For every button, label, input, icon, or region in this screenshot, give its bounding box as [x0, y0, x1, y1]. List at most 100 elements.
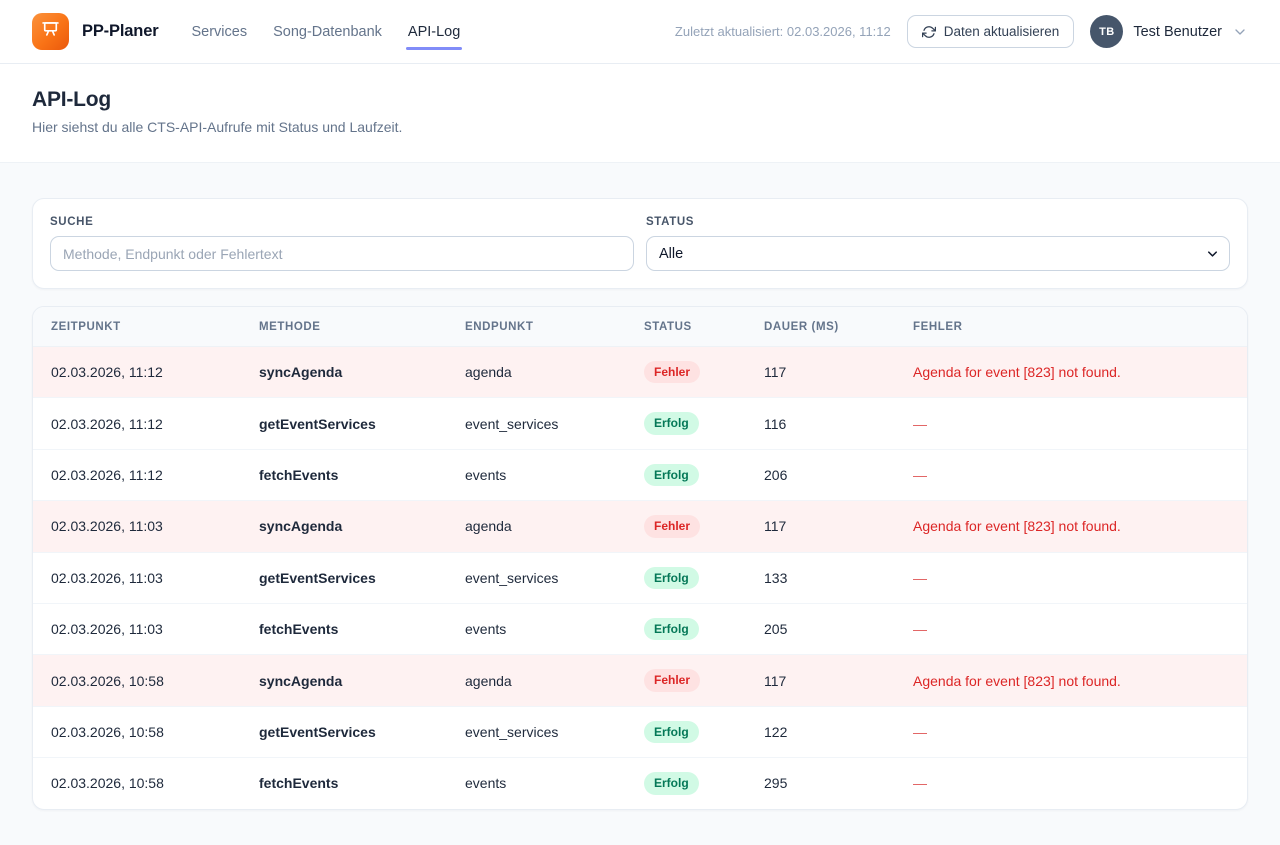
cell-status: Erfolg — [626, 602, 746, 655]
chevron-down-icon — [1232, 24, 1248, 40]
table-row: 02.03.2026, 11:03 fetchEvents events Erfolg… — [33, 602, 1247, 655]
cell-status: Erfolg — [626, 397, 746, 450]
search-field-group: SUCHE — [50, 216, 634, 271]
cell-status: Fehler — [626, 347, 746, 398]
cell-fehler: — — [895, 705, 1247, 758]
cell-fehler: — — [895, 757, 1247, 809]
main-nav: Services Song-Datenbank API-Log — [191, 23, 463, 50]
table-row: 02.03.2026, 10:58 fetchEvents events Erfolg… — [33, 757, 1247, 809]
brand-name: PP-Planer — [82, 22, 159, 40]
column-header-endpunkt: ENDPUNKT — [447, 307, 626, 347]
search-input[interactable] — [50, 236, 634, 271]
cell-dauer: 205 — [746, 602, 895, 655]
refresh-icon — [921, 25, 936, 39]
table-row: 02.03.2026, 10:58 getEventServices event_s… — [33, 705, 1247, 758]
cell-zeitpunkt: 02.03.2026, 11:03 — [33, 500, 241, 553]
status-select[interactable]: Alle — [646, 236, 1230, 271]
cell-status: Erfolg — [626, 705, 746, 758]
column-header-zeitpunkt: ZEITPUNKT — [33, 307, 241, 347]
log-table-body: 02.03.2026, 11:12 syncAgenda agenda Fehler 1… — [33, 346, 1247, 809]
search-label: SUCHE — [50, 216, 94, 228]
main-content: SUCHE STATUS Alle ZEITPUNKT M — [0, 163, 1280, 845]
cell-endpunkt: events — [447, 602, 626, 655]
topbar: PP-Planer Services Song-Datenbank API-Lo… — [0, 0, 1280, 64]
cell-dauer: 122 — [746, 705, 895, 758]
cell-dauer: 206 — [746, 448, 895, 501]
user-name: Test Benutzer — [1133, 23, 1222, 40]
status-label: STATUS — [646, 216, 695, 228]
app-logo — [32, 13, 69, 50]
table-row: 02.03.2026, 11:12 syncAgenda agenda Fehler 1… — [33, 346, 1247, 398]
cell-fehler: — — [895, 397, 1247, 450]
cell-methode: syncAgenda — [241, 654, 447, 707]
table-row: 02.03.2026, 10:58 syncAgenda agenda Fehler 1… — [33, 654, 1247, 707]
cell-zeitpunkt: 02.03.2026, 10:58 — [33, 654, 241, 707]
cell-dauer: 117 — [764, 364, 787, 381]
cell-zeitpunkt: 02.03.2026, 11:03 — [33, 602, 241, 655]
cell-endpunkt: agenda — [465, 364, 512, 381]
cell-dauer: 295 — [746, 757, 895, 809]
cell-fehler: Agenda for event [823] not found. — [895, 500, 1247, 553]
api-log-table: ZEITPUNKT METHODE ENDPUNKT STATUS DAUER … — [33, 307, 1247, 809]
cell-methode: getEventServices — [241, 551, 447, 604]
cell-dauer: 133 — [746, 551, 895, 604]
cell-methode: getEventServices — [241, 705, 447, 758]
cell-endpunkt: event_services — [447, 397, 626, 450]
cell-methode: syncAgenda — [241, 500, 447, 553]
cell-status: Fehler — [626, 500, 746, 553]
column-header-status: STATUS — [626, 307, 746, 347]
avatar: TB — [1090, 15, 1124, 48]
nav-item-song-datenbank[interactable]: Song-Datenbank — [273, 23, 382, 40]
cell-methode: syncAgenda — [259, 364, 343, 381]
cell-fehler: Agenda for event [823] not found. — [895, 654, 1247, 707]
cell-status: Erfolg — [626, 757, 746, 809]
api-log-table-card: ZEITPUNKT METHODE ENDPUNKT STATUS DAUER … — [32, 306, 1248, 810]
table-header: ZEITPUNKT METHODE ENDPUNKT STATUS DAUER … — [33, 307, 1247, 347]
column-header-dauer: DAUER (MS) — [746, 307, 895, 347]
cell-endpunkt: event_services — [447, 551, 626, 604]
cell-status: Fehler — [626, 654, 746, 707]
column-header-fehler: FEHLER — [895, 307, 1247, 347]
cell-zeitpunkt: 02.03.2026, 11:12 — [51, 364, 163, 381]
table-row: 02.03.2026, 11:12 fetchEvents events Erfolg… — [33, 448, 1247, 501]
topbar-right: Zuletzt aktualisiert: 02.03.2026, 11:12 … — [675, 15, 1248, 48]
presentation-icon — [40, 19, 61, 45]
cell-endpunkt: events — [447, 448, 626, 501]
status-badge: Fehler — [644, 361, 701, 384]
cell-dauer: 117 — [746, 654, 895, 707]
cell-endpunkt: agenda — [447, 654, 626, 707]
nav-item-services[interactable]: Services — [191, 23, 248, 40]
cell-fehler: Agenda for event [823] not found. — [913, 364, 1121, 381]
cell-zeitpunkt: 02.03.2026, 11:03 — [33, 551, 241, 604]
cell-zeitpunkt: 02.03.2026, 10:58 — [33, 757, 241, 809]
nav-item-api-log[interactable]: API-Log — [405, 23, 463, 50]
cell-dauer: 117 — [746, 500, 895, 553]
status-badge: Erfolg — [644, 617, 699, 641]
cell-status: Erfolg — [626, 551, 746, 604]
status-badge: Erfolg — [644, 720, 699, 744]
cell-endpunkt: agenda — [447, 500, 626, 553]
status-badge: Fehler — [644, 669, 701, 692]
cell-status: Erfolg — [626, 448, 746, 501]
cell-methode: getEventServices — [241, 397, 447, 450]
status-field-group: STATUS Alle — [646, 216, 1230, 271]
cell-fehler: — — [895, 551, 1247, 604]
user-menu[interactable]: TB Test Benutzer — [1090, 15, 1248, 48]
status-badge: Erfolg — [644, 463, 699, 487]
page-header: API-Log Hier siehst du alle CTS-API-Aufr… — [0, 64, 1280, 163]
cell-zeitpunkt: 02.03.2026, 11:12 — [33, 397, 241, 450]
column-header-methode: METHODE — [241, 307, 447, 347]
last-updated-text: Zuletzt aktualisiert: 02.03.2026, 11:12 — [674, 24, 891, 39]
cell-methode: fetchEvents — [241, 602, 447, 655]
cell-methode: fetchEvents — [241, 757, 447, 809]
cell-endpunkt: event_services — [447, 705, 626, 758]
cell-zeitpunkt: 02.03.2026, 11:12 — [33, 448, 241, 501]
page-title: API-Log — [32, 88, 112, 111]
page-subtitle: Hier siehst du alle CTS-API-Aufrufe mit … — [32, 119, 403, 135]
refresh-data-button[interactable]: Daten aktualisieren — [906, 15, 1075, 48]
cell-endpunkt: events — [447, 757, 626, 809]
refresh-button-label: Daten aktualisieren — [943, 24, 1060, 39]
cell-fehler: — — [895, 602, 1247, 655]
table-row: 02.03.2026, 11:03 getEventServices event_s… — [33, 551, 1247, 604]
cell-methode: fetchEvents — [241, 448, 447, 501]
